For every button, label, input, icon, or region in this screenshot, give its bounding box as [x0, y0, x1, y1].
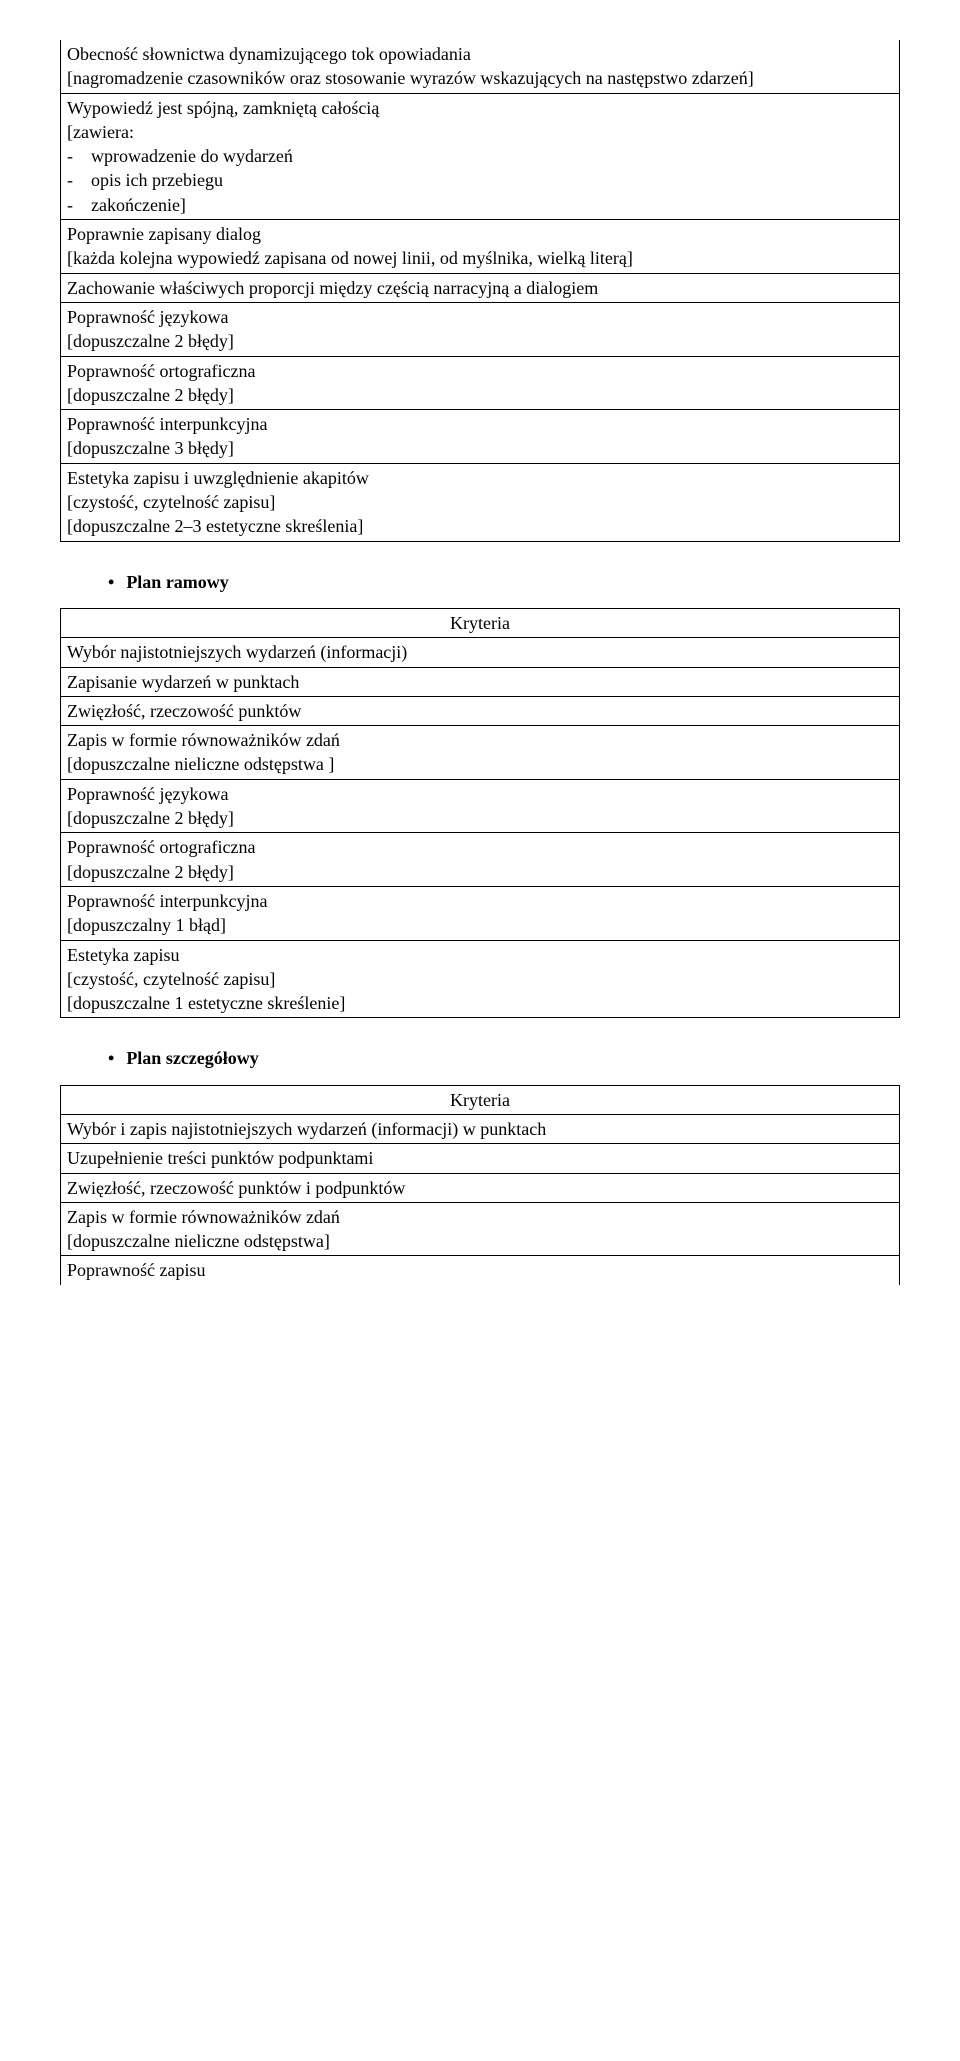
- table-row: Poprawność językowa [dopuszczalne 2 błęd…: [61, 302, 900, 356]
- table-row: Poprawność interpunkcyjna [dopuszczalny …: [61, 886, 900, 940]
- criteria-cell: Zapis w formie równoważników zdań [dopus…: [61, 726, 900, 780]
- heading-text: Plan szczegółowy: [126, 1048, 258, 1068]
- heading-text: Plan ramowy: [126, 572, 229, 592]
- criteria-text: Poprawność interpunkcyjna [dopuszczalny …: [67, 891, 267, 935]
- table-row: Poprawnie zapisany dialog [każda kolejna…: [61, 220, 900, 274]
- table-header-row: Kryteria: [61, 1085, 900, 1114]
- criteria-text: Obecność słownictwa dynamizującego tok o…: [67, 44, 754, 88]
- criteria-cell: Poprawność zapisu: [61, 1256, 900, 1285]
- criteria-cell: Uzupełnienie treści punktów podpunktami: [61, 1144, 900, 1173]
- criteria-text: Zapisanie wydarzeń w punktach: [67, 672, 299, 692]
- table-row: Zapis w formie równoważników zdań [dopus…: [61, 1202, 900, 1256]
- criteria-text: Zwięzłość, rzeczowość punktów i podpunkt…: [67, 1178, 405, 1198]
- criteria-cell: Obecność słownictwa dynamizującego tok o…: [61, 40, 900, 93]
- criteria-text: Wybór i zapis najistotniejszych wydarzeń…: [67, 1119, 546, 1139]
- criteria-cell: Wybór najistotniejszych wydarzeń (inform…: [61, 638, 900, 667]
- criteria-text: Poprawność ortograficzna [dopuszczalne 2…: [67, 361, 255, 405]
- criteria-text: Wybór najistotniejszych wydarzeń (inform…: [67, 642, 407, 662]
- criteria-cell: Poprawność językowa [dopuszczalne 2 błęd…: [61, 779, 900, 833]
- criteria-cell: Estetyka zapisu i uwzględnienie akapitów…: [61, 463, 900, 541]
- criteria-text: Wypowiedź jest spójną, zamkniętą całości…: [67, 98, 379, 215]
- criteria-cell: Zachowanie właściwych proporcji między c…: [61, 273, 900, 302]
- criteria-text: Uzupełnienie treści punktów podpunktami: [67, 1148, 373, 1168]
- table-row: Poprawność ortograficzna [dopuszczalne 2…: [61, 356, 900, 410]
- criteria-cell: Poprawność interpunkcyjna [dopuszczalne …: [61, 410, 900, 464]
- criteria-cell: Zwięzłość, rzeczowość punktów: [61, 696, 900, 725]
- table-row: Poprawność zapisu: [61, 1256, 900, 1285]
- criteria-header: Kryteria: [61, 608, 900, 637]
- section-heading-plan-ramowy: Plan ramowy: [60, 570, 900, 594]
- table-row: Obecność słownictwa dynamizującego tok o…: [61, 40, 900, 93]
- criteria-table-2: Kryteria Wybór najistotniejszych wydarzeń…: [60, 608, 900, 1018]
- table-row: Wybór i zapis najistotniejszych wydarzeń…: [61, 1114, 900, 1143]
- criteria-cell: Poprawność ortograficzna [dopuszczalne 2…: [61, 356, 900, 410]
- table-row: Poprawność ortograficzna [dopuszczalne 2…: [61, 833, 900, 887]
- criteria-cell: Wypowiedź jest spójną, zamkniętą całości…: [61, 93, 900, 219]
- criteria-text: Zachowanie właściwych proporcji między c…: [67, 278, 598, 298]
- criteria-cell: Zapis w formie równoważników zdań [dopus…: [61, 1202, 900, 1256]
- criteria-cell: Zapisanie wydarzeń w punktach: [61, 667, 900, 696]
- table-row: Zwięzłość, rzeczowość punktów: [61, 696, 900, 725]
- criteria-text: Zwięzłość, rzeczowość punktów: [67, 701, 301, 721]
- criteria-text: Poprawność interpunkcyjna [dopuszczalne …: [67, 414, 267, 458]
- table-row: Wypowiedź jest spójną, zamkniętą całości…: [61, 93, 900, 219]
- table-row: Poprawność językowa [dopuszczalne 2 błęd…: [61, 779, 900, 833]
- criteria-text: Poprawność zapisu: [67, 1260, 205, 1280]
- criteria-cell: Poprawność interpunkcyjna [dopuszczalny …: [61, 886, 900, 940]
- table-row: Uzupełnienie treści punktów podpunktami: [61, 1144, 900, 1173]
- criteria-cell: Zwięzłość, rzeczowość punktów i podpunkt…: [61, 1173, 900, 1202]
- criteria-text: Estetyka zapisu [czystość, czytelność za…: [67, 945, 345, 1014]
- criteria-table-3: Kryteria Wybór i zapis najistotniejszych …: [60, 1085, 900, 1285]
- criteria-text: Estetyka zapisu i uwzględnienie akapitów…: [67, 468, 369, 537]
- section-heading-plan-szczegolowy: Plan szczegółowy: [60, 1046, 900, 1070]
- table-row: Zapis w formie równoważników zdań [dopus…: [61, 726, 900, 780]
- table-row: Wybór najistotniejszych wydarzeń (inform…: [61, 638, 900, 667]
- criteria-cell: Poprawność językowa [dopuszczalne 2 błęd…: [61, 302, 900, 356]
- table-row: Zapisanie wydarzeń w punktach: [61, 667, 900, 696]
- criteria-cell: Estetyka zapisu [czystość, czytelność za…: [61, 940, 900, 1018]
- criteria-text: Zapis w formie równoważników zdań [dopus…: [67, 1207, 340, 1251]
- table-row: Zwięzłość, rzeczowość punktów i podpunkt…: [61, 1173, 900, 1202]
- criteria-cell: Wybór i zapis najistotniejszych wydarzeń…: [61, 1114, 900, 1143]
- criteria-text: Poprawność ortograficzna [dopuszczalne 2…: [67, 837, 255, 881]
- criteria-text: Poprawność językowa [dopuszczalne 2 błęd…: [67, 307, 234, 351]
- table-row: Estetyka zapisu [czystość, czytelność za…: [61, 940, 900, 1018]
- table-header-row: Kryteria: [61, 608, 900, 637]
- table-row: Poprawność interpunkcyjna [dopuszczalne …: [61, 410, 900, 464]
- criteria-text: Poprawność językowa [dopuszczalne 2 błęd…: [67, 784, 234, 828]
- table-row: Zachowanie właściwych proporcji między c…: [61, 273, 900, 302]
- criteria-text: Poprawnie zapisany dialog [każda kolejna…: [67, 224, 633, 268]
- criteria-text: Zapis w formie równoważników zdań [dopus…: [67, 730, 340, 774]
- criteria-header: Kryteria: [61, 1085, 900, 1114]
- criteria-cell: Poprawność ortograficzna [dopuszczalne 2…: [61, 833, 900, 887]
- table-row: Estetyka zapisu i uwzględnienie akapitów…: [61, 463, 900, 541]
- criteria-table-1: Obecność słownictwa dynamizującego tok o…: [60, 40, 900, 542]
- criteria-cell: Poprawnie zapisany dialog [każda kolejna…: [61, 220, 900, 274]
